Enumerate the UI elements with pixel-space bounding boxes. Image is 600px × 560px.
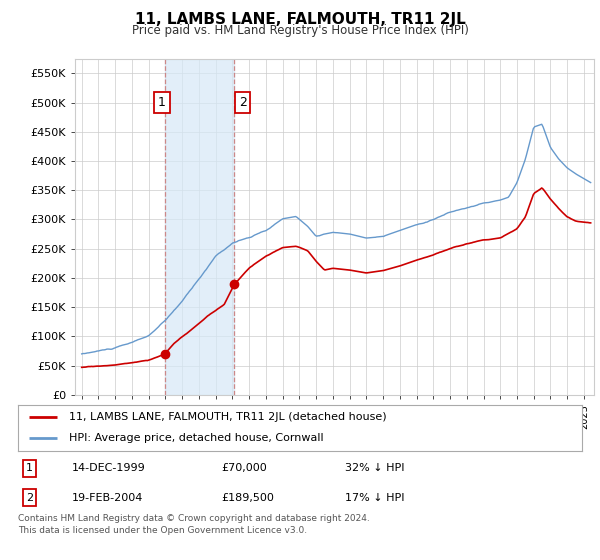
- Text: 11, LAMBS LANE, FALMOUTH, TR11 2JL (detached house): 11, LAMBS LANE, FALMOUTH, TR11 2JL (deta…: [69, 412, 386, 422]
- Text: 2: 2: [239, 96, 247, 109]
- Text: 2: 2: [26, 493, 33, 502]
- Text: 1: 1: [158, 96, 166, 109]
- Text: 19-FEB-2004: 19-FEB-2004: [71, 493, 143, 502]
- Text: £70,000: £70,000: [221, 464, 267, 473]
- Text: 17% ↓ HPI: 17% ↓ HPI: [345, 493, 404, 502]
- Text: 11, LAMBS LANE, FALMOUTH, TR11 2JL: 11, LAMBS LANE, FALMOUTH, TR11 2JL: [134, 12, 466, 27]
- Text: Price paid vs. HM Land Registry's House Price Index (HPI): Price paid vs. HM Land Registry's House …: [131, 24, 469, 37]
- Text: £189,500: £189,500: [221, 493, 274, 502]
- Text: 32% ↓ HPI: 32% ↓ HPI: [345, 464, 404, 473]
- Text: HPI: Average price, detached house, Cornwall: HPI: Average price, detached house, Corn…: [69, 433, 323, 444]
- Text: Contains HM Land Registry data © Crown copyright and database right 2024.
This d: Contains HM Land Registry data © Crown c…: [18, 514, 370, 535]
- Text: 1: 1: [26, 464, 33, 473]
- Bar: [164, 59, 235, 395]
- Text: 14-DEC-1999: 14-DEC-1999: [71, 464, 145, 473]
